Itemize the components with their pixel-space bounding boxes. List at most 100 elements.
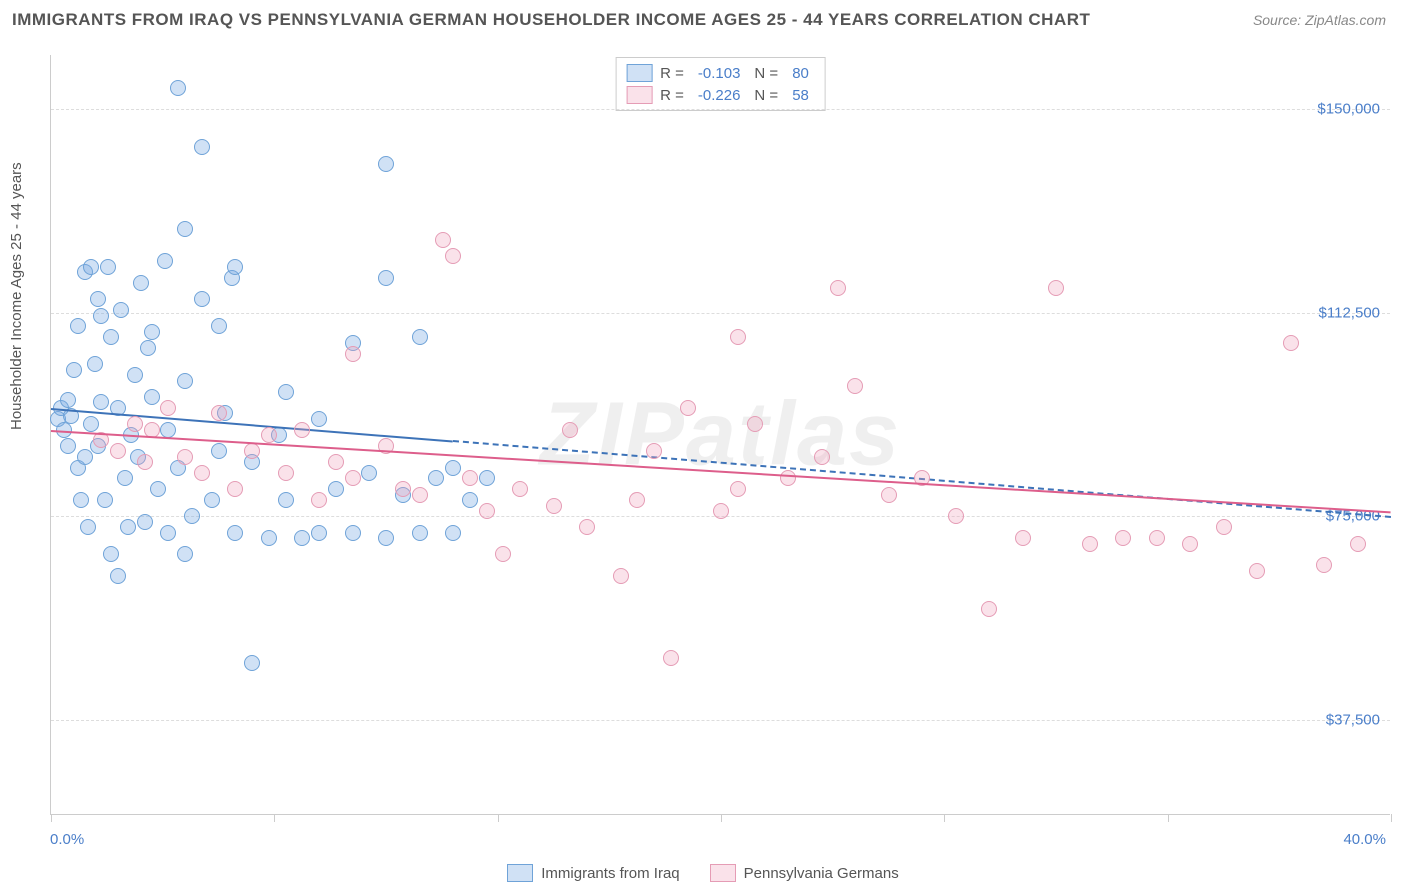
data-point	[90, 291, 106, 307]
data-point	[160, 422, 176, 438]
data-point	[150, 481, 166, 497]
data-point	[328, 454, 344, 470]
data-point	[345, 470, 361, 486]
x-axis-max-label: 40.0%	[1343, 831, 1386, 848]
data-point	[1082, 536, 1098, 552]
data-point	[512, 481, 528, 497]
data-point	[294, 530, 310, 546]
data-point	[177, 221, 193, 237]
data-point	[120, 519, 136, 535]
gridline	[51, 313, 1390, 314]
data-point	[311, 525, 327, 541]
data-point	[137, 514, 153, 530]
y-tick-label: $37,500	[1326, 712, 1380, 729]
data-point	[184, 508, 200, 524]
legend-item: Immigrants from Iraq	[507, 864, 679, 882]
data-point	[170, 80, 186, 96]
data-point	[1115, 530, 1131, 546]
data-point	[680, 400, 696, 416]
data-point	[1283, 335, 1299, 351]
n-label: N =	[754, 87, 778, 104]
data-point	[730, 481, 746, 497]
data-point	[412, 329, 428, 345]
data-point	[157, 253, 173, 269]
data-point	[378, 530, 394, 546]
y-axis-label: Householder Income Ages 25 - 44 years	[8, 162, 25, 430]
x-tick	[1391, 814, 1392, 822]
data-point	[60, 392, 76, 408]
data-point	[311, 411, 327, 427]
data-point	[830, 280, 846, 296]
data-point	[160, 400, 176, 416]
data-point	[77, 449, 93, 465]
source-label: Source: ZipAtlas.com	[1253, 12, 1386, 28]
legend-item: Pennsylvania Germans	[710, 864, 899, 882]
data-point	[83, 259, 99, 275]
r-label: R =	[660, 87, 684, 104]
x-tick	[274, 814, 275, 822]
data-point	[177, 373, 193, 389]
data-point	[93, 394, 109, 410]
data-point	[244, 655, 260, 671]
data-point	[110, 568, 126, 584]
data-point	[294, 422, 310, 438]
data-point	[113, 302, 129, 318]
data-point	[780, 470, 796, 486]
gridline	[51, 720, 1390, 721]
data-point	[127, 416, 143, 432]
data-point	[546, 498, 562, 514]
data-point	[378, 270, 394, 286]
data-point	[110, 443, 126, 459]
data-point	[462, 492, 478, 508]
data-point	[80, 519, 96, 535]
data-point	[227, 481, 243, 497]
n-label: N =	[754, 65, 778, 82]
data-point	[211, 405, 227, 421]
data-point	[378, 156, 394, 172]
scatter-chart: ZIPatlas R =-0.103N =80R =-0.226N =58 $3…	[50, 55, 1390, 815]
data-point	[211, 443, 227, 459]
x-tick	[944, 814, 945, 822]
data-point	[204, 492, 220, 508]
legend-swatch	[507, 864, 533, 882]
data-point	[127, 367, 143, 383]
data-point	[1048, 280, 1064, 296]
data-point	[881, 487, 897, 503]
data-point	[278, 492, 294, 508]
data-point	[1350, 536, 1366, 552]
trendline	[51, 408, 453, 443]
legend-stat-row: R =-0.103N =80	[626, 62, 815, 84]
data-point	[140, 340, 156, 356]
gridline	[51, 109, 1390, 110]
data-point	[97, 492, 113, 508]
data-point	[814, 449, 830, 465]
r-label: R =	[660, 65, 684, 82]
x-tick	[498, 814, 499, 822]
data-point	[747, 416, 763, 432]
data-point	[562, 422, 578, 438]
data-point	[395, 481, 411, 497]
data-point	[261, 427, 277, 443]
data-point	[117, 470, 133, 486]
data-point	[66, 362, 82, 378]
data-point	[177, 546, 193, 562]
legend-swatch	[626, 64, 652, 82]
data-point	[579, 519, 595, 535]
data-point	[730, 329, 746, 345]
data-point	[328, 481, 344, 497]
data-point	[1249, 563, 1265, 579]
data-point	[311, 492, 327, 508]
y-tick-label: $150,000	[1317, 101, 1380, 118]
data-point	[948, 508, 964, 524]
data-point	[445, 525, 461, 541]
data-point	[981, 601, 997, 617]
data-point	[144, 324, 160, 340]
data-point	[244, 443, 260, 459]
data-point	[713, 503, 729, 519]
legend-stats: R =-0.103N =80R =-0.226N =58	[615, 57, 826, 111]
data-point	[479, 503, 495, 519]
data-point	[345, 346, 361, 362]
data-point	[428, 470, 444, 486]
x-axis-min-label: 0.0%	[50, 831, 84, 848]
data-point	[93, 308, 109, 324]
